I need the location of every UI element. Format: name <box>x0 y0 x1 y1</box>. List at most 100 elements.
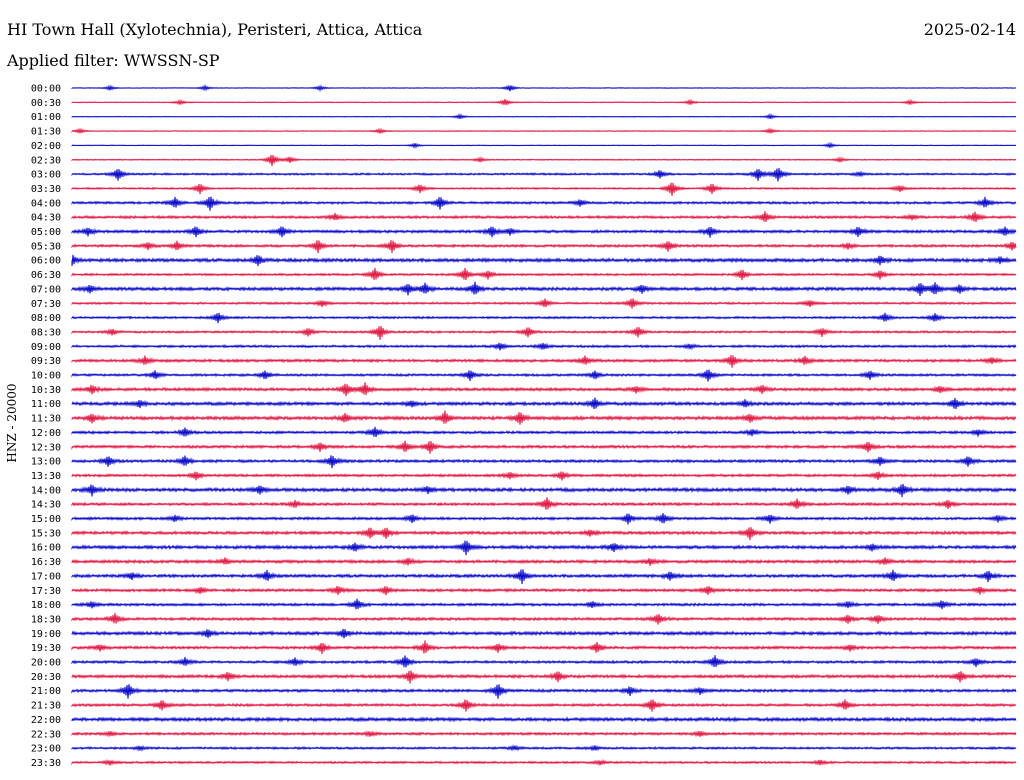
trace-line <box>71 612 1017 625</box>
row-time-label: 10:30 <box>31 385 61 396</box>
row-time-label: 02:30 <box>31 155 61 166</box>
trace-line <box>71 312 1017 324</box>
trace-line <box>71 397 1017 409</box>
date-label: 2025-02-14 <box>923 20 1016 39</box>
row-time-label: 18:00 <box>31 600 61 611</box>
trace-line <box>71 369 1017 382</box>
trace-line <box>71 744 1017 752</box>
trace-line <box>71 640 1017 654</box>
row-time-label: 16:30 <box>31 557 61 568</box>
trace-line <box>71 410 1017 425</box>
row-time-label: 03:00 <box>31 170 61 181</box>
row-time-label: 13:30 <box>31 471 61 482</box>
trace-line <box>71 83 1017 93</box>
row-time-label: 23:30 <box>31 758 61 769</box>
trace-line <box>71 226 1017 238</box>
row-time-label: 23:00 <box>31 744 61 755</box>
trace-line <box>71 684 1017 699</box>
trace-line <box>71 154 1017 167</box>
trace-line <box>71 182 1017 196</box>
trace-line <box>71 497 1017 510</box>
row-time-label: 06:00 <box>31 256 61 267</box>
trace-line <box>71 426 1017 438</box>
trace-line <box>71 483 1017 498</box>
trace-line <box>71 98 1017 106</box>
station-title: HI Town Hall (Xylotechnia), Peristeri, A… <box>7 20 423 39</box>
trace-line <box>71 254 1017 267</box>
trace-line <box>71 325 1017 340</box>
trace-line <box>71 113 1017 120</box>
row-time-label: 17:00 <box>31 571 61 582</box>
trace-line <box>71 598 1017 610</box>
row-time-label: 11:30 <box>31 414 61 425</box>
row-time-label: 04:30 <box>31 213 61 224</box>
row-time-label: 21:30 <box>31 701 61 712</box>
row-time-label: 00:00 <box>31 84 61 95</box>
trace-line <box>71 281 1017 296</box>
row-time-label: 04:00 <box>31 198 61 209</box>
trace-line <box>71 196 1017 211</box>
trace-line <box>71 699 1017 712</box>
row-time-label: 20:00 <box>31 658 61 669</box>
row-time-label: 22:00 <box>31 715 61 726</box>
row-time-label: 05:30 <box>31 241 61 252</box>
row-time-label: 15:00 <box>31 514 61 525</box>
row-time-label: 14:30 <box>31 500 61 511</box>
trace-line <box>71 527 1017 541</box>
row-time-label: 06:30 <box>31 270 61 281</box>
row-time-label: 07:00 <box>31 284 61 295</box>
row-time-label: 08:30 <box>31 327 61 338</box>
row-time-label: 22:30 <box>31 729 61 740</box>
trace-line <box>71 628 1017 639</box>
trace-line <box>71 557 1017 566</box>
trace-line <box>71 540 1017 556</box>
trace-line <box>71 585 1017 596</box>
row-time-label: 05:00 <box>31 227 61 238</box>
row-time-label: 12:30 <box>31 442 61 453</box>
trace-line <box>71 730 1017 738</box>
row-time-label: 19:30 <box>31 643 61 654</box>
trace-line <box>71 670 1017 684</box>
trace-line <box>71 655 1017 668</box>
trace-line <box>71 141 1017 150</box>
row-time-label: 21:00 <box>31 686 61 697</box>
trace-line <box>71 168 1017 182</box>
row-time-label: 02:00 <box>31 141 61 152</box>
row-time-label: 01:00 <box>31 112 61 123</box>
row-time-label: 03:30 <box>31 184 61 195</box>
row-time-label: 09:00 <box>31 342 61 353</box>
row-time-label: 11:00 <box>31 399 61 410</box>
row-time-label: 19:00 <box>31 629 61 640</box>
trace-line <box>71 240 1017 253</box>
trace-line <box>71 569 1017 585</box>
trace-line <box>71 716 1017 723</box>
row-time-label: 13:00 <box>31 457 61 468</box>
trace-line <box>71 354 1017 368</box>
trace-line <box>71 758 1017 766</box>
trace-line <box>71 455 1017 469</box>
row-time-label: 09:30 <box>31 356 61 367</box>
row-time-label: 10:00 <box>31 371 61 382</box>
trace-line <box>71 440 1017 454</box>
row-time-label: 07:30 <box>31 299 61 310</box>
trace-line <box>71 211 1017 223</box>
row-time-label: 12:00 <box>31 428 61 439</box>
trace-line <box>71 382 1017 397</box>
filter-label: Applied filter: WWSSN-SP <box>7 51 220 70</box>
trace-line <box>71 342 1017 351</box>
trace-line <box>71 512 1017 525</box>
row-time-label: 18:30 <box>31 614 61 625</box>
row-time-label: 15:30 <box>31 528 61 539</box>
trace-line <box>71 471 1017 481</box>
row-time-label: 17:30 <box>31 586 61 597</box>
row-time-label: 16:00 <box>31 543 61 554</box>
trace-line <box>71 127 1017 135</box>
row-time-label: 08:00 <box>31 313 61 324</box>
row-time-label: 00:30 <box>31 98 61 109</box>
trace-line <box>71 267 1017 281</box>
row-time-label: 20:30 <box>31 672 61 683</box>
row-time-label: 01:30 <box>31 127 61 138</box>
trace-line <box>71 298 1017 309</box>
row-time-label: 14:00 <box>31 485 61 496</box>
